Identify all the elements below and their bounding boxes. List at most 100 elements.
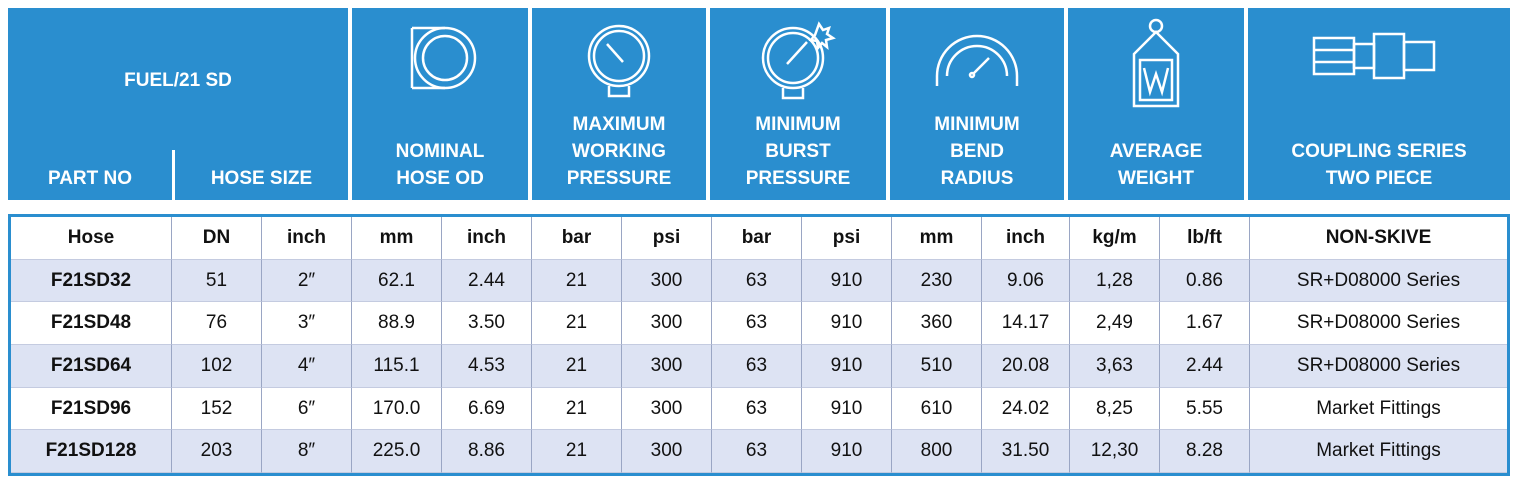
table-cell: 63 [712,345,802,388]
table-cell: 300 [622,260,712,302]
table-cell: 8,25 [1070,388,1160,430]
table-cell: 6.69 [442,388,532,430]
heading: AVERAGE WEIGHT [1068,138,1244,192]
table-cell: 4.53 [442,345,532,388]
table-cell: 115.1 [352,345,442,388]
heading-line: BURST [765,141,831,162]
icon-burst [761,21,836,100]
heading-line: COUPLING SERIES [1291,141,1467,162]
table-cell: NON-SKIVE [1250,217,1507,260]
icon-od [410,26,477,90]
table-cell: 62.1 [352,260,442,302]
heading-line: PRESSURE [566,168,672,189]
table-cell: 300 [622,388,712,430]
table-cell: Market Fittings [1250,388,1507,430]
table-cell: 51 [172,260,262,302]
table-cell: mm [892,217,982,260]
table-cell: 9.06 [982,260,1070,302]
header-col: MAXIMUM WORKING PRESSURE [532,8,706,200]
heading: MAXIMUM WORKING PRESSURE [532,111,706,192]
table-cell: 910 [802,345,892,388]
title: FUEL/21 SD [124,70,232,91]
table-cell: 360 [892,302,982,345]
table-cell: inch [442,217,532,260]
heading-line: AVERAGE [1109,141,1203,162]
table-cell: 610 [892,388,982,430]
table-cell: 203 [172,430,262,473]
table-cell: 910 [802,430,892,473]
table-cell: 63 [712,388,802,430]
table-cell: 88.9 [352,302,442,345]
heading-line: HOSE OD [396,168,484,189]
icon-coupling [1312,32,1436,80]
table-cell: 2,49 [1070,302,1160,345]
table-cell: 21 [532,260,622,302]
table-cell: 300 [622,345,712,388]
table-cell: 21 [532,345,622,388]
table-cell: 2.44 [442,260,532,302]
table-cell: 1,28 [1070,260,1160,302]
table-cell: psi [622,217,712,260]
table-cell: 152 [172,388,262,430]
table-cell: lb/ft [1160,217,1250,260]
heading-line: PRESSURE [745,168,851,189]
table-cell: 63 [712,302,802,345]
table-cell: 3.50 [442,302,532,345]
table-cell: bar [712,217,802,260]
table-cell: inch [262,217,352,260]
table-cell: 21 [532,302,622,345]
table-cell: 0.86 [1160,260,1250,302]
heading-line: TWO PIECE [1325,168,1433,189]
table-cell: 300 [622,302,712,345]
heading-line: WORKING [572,141,666,162]
table-cell: 2.44 [1160,345,1250,388]
heading-line: MINIMUM [934,114,1020,135]
table-cell: 8″ [262,430,352,473]
table-cell: kg/m [1070,217,1160,260]
heading-line: WEIGHT [1118,168,1194,189]
heading-line: MINIMUM [755,114,841,135]
table-cell: 300 [622,430,712,473]
table-cell: 6″ [262,388,352,430]
table-cell: SR+D08000 Series [1250,302,1507,345]
part-no-heading: PART NO [47,168,133,189]
table-cell: 4″ [262,345,352,388]
table-cell: inch [982,217,1070,260]
heading-line: NOMINAL [395,141,485,162]
table-cell: 24.02 [982,388,1070,430]
table-cell: 63 [712,260,802,302]
table-cell: F21SD48 [11,302,172,345]
table-cell: 910 [802,388,892,430]
table-cell: 3″ [262,302,352,345]
table-cell: 12,30 [1070,430,1160,473]
heading-line: BEND [950,141,1004,162]
table-cell: 5.55 [1160,388,1250,430]
table-cell: F21SD64 [11,345,172,388]
header-col: NOMINAL HOSE OD [352,8,528,200]
heading-line: RADIUS [940,168,1014,189]
table-cell: psi [802,217,892,260]
table-cell: 21 [532,388,622,430]
table-cell: 910 [802,302,892,345]
heading-line: MAXIMUM [572,114,666,135]
table-cell: Hose [11,217,172,260]
table-cell: bar [532,217,622,260]
table-cell: SR+D08000 Series [1250,260,1507,302]
table-cell: 2″ [262,260,352,302]
heading: COUPLING SERIES TWO PIECE [1248,138,1510,192]
table: Hose DN inch mm inch bar psi bar psi mm inch kg/m lb… [8,214,1510,476]
table-cell: 102 [172,345,262,388]
table-cell: 20.08 [982,345,1070,388]
table-cell: SR+D08000 Series [1250,345,1507,388]
table-cell: 170.0 [352,388,442,430]
table-cell: 76 [172,302,262,345]
heading: NOMINAL HOSE OD [352,138,528,192]
table-cell: 8.28 [1160,430,1250,473]
table-cell: 230 [892,260,982,302]
header-col: COUPLING SERIES TWO PIECE [1248,8,1510,200]
icon-gauge [587,24,651,98]
divider [172,150,175,200]
table-cell: F21SD128 [11,430,172,473]
table-cell: 8.86 [442,430,532,473]
table-cell: F21SD96 [11,388,172,430]
